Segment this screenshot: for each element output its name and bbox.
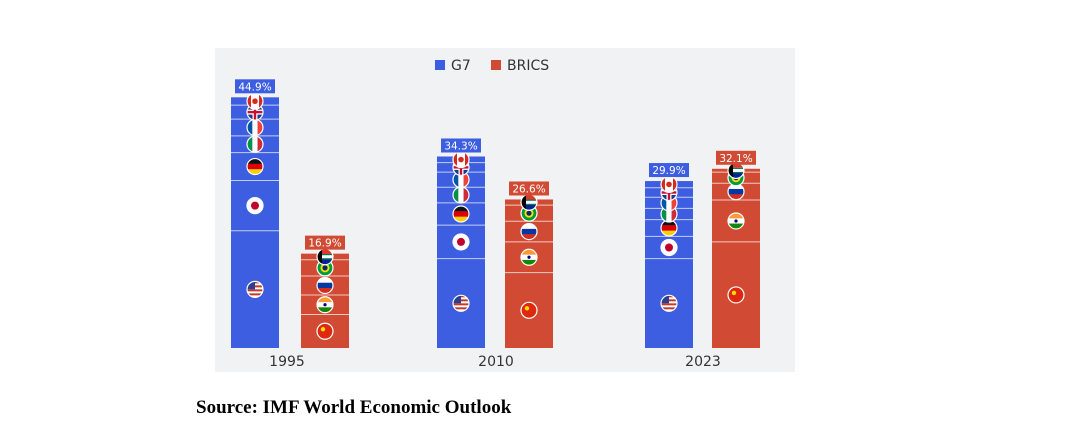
china-flag-icon-1995 bbox=[316, 322, 334, 340]
india-flag-icon-2023 bbox=[727, 212, 745, 230]
g7-total-badge-2010 bbox=[441, 138, 481, 153]
germany-flag-icon-1995 bbox=[246, 157, 264, 176]
brics-total-badge-2010 bbox=[509, 181, 549, 196]
g7-total-label-2023: 29.9% bbox=[652, 165, 685, 177]
brics-total-label-1995: 16.9% bbox=[308, 238, 341, 250]
x-tick-label-2010: 2010 bbox=[478, 354, 514, 370]
brics-bar-2010: 26.6% bbox=[505, 181, 553, 348]
legend-label-g7: G7 bbox=[451, 58, 471, 74]
g7-bar-2023: 29.9% bbox=[645, 163, 693, 348]
brics-total-badge-1995 bbox=[305, 235, 345, 250]
canada-flag-icon-2023 bbox=[660, 175, 678, 194]
legend-swatch-g7 bbox=[435, 60, 445, 70]
italy-flag-icon-1995 bbox=[246, 135, 264, 153]
south-africa-flag-icon-2023 bbox=[727, 161, 745, 180]
legend-swatch-brics bbox=[491, 60, 501, 70]
legend: G7 BRICS bbox=[435, 58, 549, 74]
stacked-bar-chart: G7 BRICS 44.9%34.3%29.9%16.9%26.6%32.1% … bbox=[231, 58, 760, 370]
brics-total-label-2010: 26.6% bbox=[512, 183, 545, 195]
south-africa-flag-icon-2010 bbox=[520, 193, 538, 211]
china-flag-icon-2010 bbox=[520, 301, 538, 319]
x-axis: 1995 2010 2023 bbox=[269, 354, 721, 370]
us-flag-icon-1995 bbox=[246, 280, 264, 298]
russia-flag-icon-1995 bbox=[316, 276, 334, 295]
bars-layer: 44.9% 34.3% 29.9% 16.9% 26.6% 32.1% bbox=[231, 79, 760, 348]
g7-bar-1995: 44.9% bbox=[231, 79, 279, 348]
brics-total-label-2023: 32.1% bbox=[719, 153, 752, 165]
g7-total-label-1995: 44.9% bbox=[238, 81, 271, 93]
us-flag-icon-2010 bbox=[452, 294, 470, 312]
source-caption: Source: IMF World Economic Outlook bbox=[196, 397, 512, 418]
legend-label-brics: BRICS bbox=[507, 58, 549, 74]
chart-panel: G7 BRICS 44.9% 34.3% 29.9% 16.9% 26.6% 32.1% … bbox=[215, 48, 795, 372]
japan-flag-icon-2010 bbox=[452, 233, 470, 251]
japan-flag-icon-1995 bbox=[246, 197, 264, 215]
g7-total-label-2010: 34.3% bbox=[444, 140, 477, 152]
canada-flag-icon-2010 bbox=[452, 150, 470, 169]
south-africa-flag-icon-1995 bbox=[316, 248, 334, 266]
japan-flag-icon-2023 bbox=[660, 238, 678, 257]
g7-total-badge-2023 bbox=[649, 163, 689, 178]
brics-total-badge-2023 bbox=[716, 150, 756, 165]
x-tick-label-2023: 2023 bbox=[685, 354, 721, 370]
germany-flag-icon-2010 bbox=[452, 205, 470, 223]
brics-bar-2023: 32.1% bbox=[712, 150, 760, 348]
canada-flag-icon-1995 bbox=[246, 92, 264, 110]
brics-bar-1995: 16.9% bbox=[301, 235, 349, 348]
china-flag-icon-2023 bbox=[727, 286, 745, 304]
g7-total-badge-1995 bbox=[235, 79, 275, 94]
g7-bar-2010: 34.3% bbox=[437, 138, 485, 348]
india-flag-icon-1995 bbox=[316, 296, 334, 314]
x-tick-label-1995: 1995 bbox=[269, 354, 305, 370]
italy-flag-icon-2010 bbox=[452, 186, 470, 204]
france-flag-icon-1995 bbox=[246, 118, 264, 137]
india-flag-icon-2010 bbox=[520, 248, 538, 266]
russia-flag-icon-2010 bbox=[520, 222, 538, 241]
us-flag-icon-2023 bbox=[660, 294, 678, 312]
